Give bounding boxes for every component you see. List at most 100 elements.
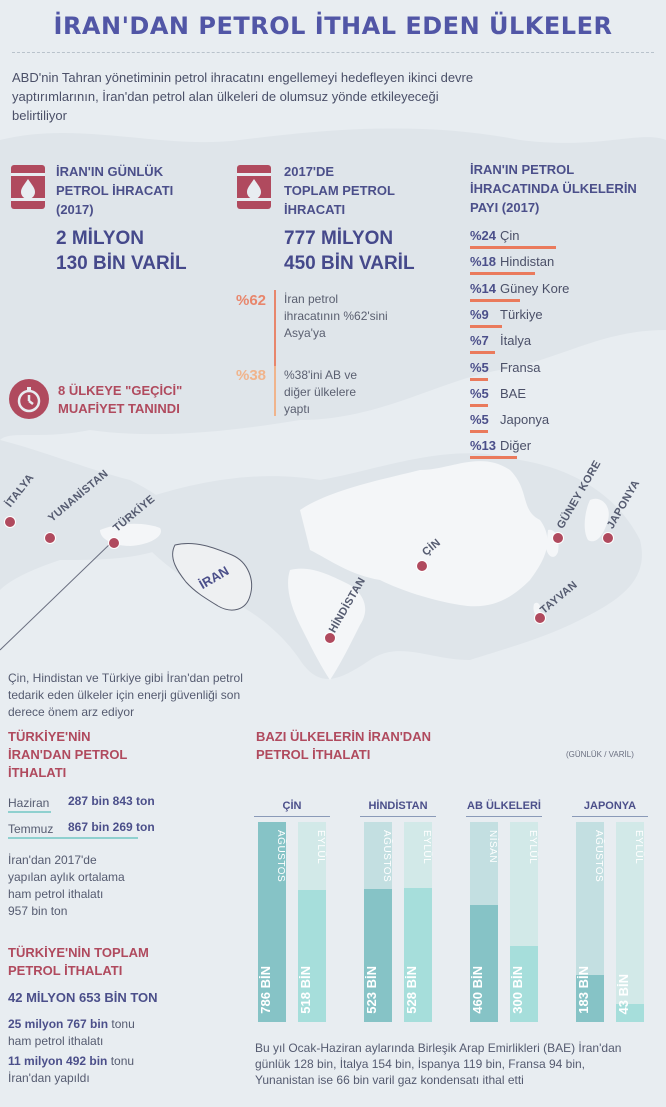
map-marker-hindistan bbox=[324, 632, 336, 644]
turkey-total-line1-rest: tonu bbox=[108, 1017, 135, 1031]
chart-bar-value: 183 BİN bbox=[576, 966, 591, 1014]
share-pct: %24 bbox=[470, 228, 497, 243]
shares-title: İRAN'IN PETROL İHRACATINDA ÜLKELERİN PAY… bbox=[470, 160, 650, 217]
chart-bar-month: AĞUSTOS bbox=[381, 830, 392, 883]
chart-group-label: HİNDİSTAN bbox=[368, 800, 428, 812]
waiver-text-1: 8 ÜLKEYE "GEÇİCİ" bbox=[58, 383, 183, 398]
share-bar bbox=[470, 377, 488, 381]
chart-group-rule bbox=[254, 816, 330, 817]
map-connector-line bbox=[0, 541, 113, 651]
map-landmass-europe bbox=[0, 440, 183, 590]
intro-text: ABD'nin Tahran yönetiminin petrol ihraca… bbox=[12, 70, 474, 123]
chart-bar-month: EYLÜL bbox=[633, 830, 644, 865]
asia-share-pct: %62 bbox=[236, 292, 267, 309]
waiver-text: 8 ÜLKEYE "GEÇİCİ" MUAFİYET TANINDI bbox=[58, 382, 182, 418]
turkey-row-bar bbox=[8, 837, 138, 839]
turkey-row-haziran: Haziran 287 bin 843 ton bbox=[8, 794, 168, 814]
share-row: %5 Fransa bbox=[470, 358, 640, 384]
chart-bar-fill bbox=[298, 890, 326, 1022]
turkey-avg-3: ham petrol ithalatı bbox=[8, 887, 104, 901]
turkey-total-line2-rest: tonu bbox=[107, 1054, 135, 1068]
chart-group-rule bbox=[360, 816, 436, 817]
share-row: %14 Güney Kore bbox=[470, 279, 640, 305]
map-marker-cin bbox=[416, 560, 428, 572]
map-marker-japonya bbox=[602, 532, 614, 544]
chart-bar: EYLÜL 43 BİN bbox=[616, 822, 644, 1022]
share-row: %24 Çin bbox=[470, 226, 640, 252]
total-export-value-2: 450 BİN VARİL bbox=[284, 253, 415, 274]
share-pct: %18 bbox=[470, 254, 497, 270]
turkey-row-value: 867 bin 269 ton bbox=[68, 820, 155, 834]
eu-share-pct: %38 bbox=[236, 367, 267, 384]
chart-group-rule bbox=[572, 816, 648, 817]
chart-group-label: ÇİN bbox=[282, 800, 302, 812]
eu-share-line bbox=[274, 366, 276, 416]
share-bar bbox=[470, 246, 556, 249]
page-title: İRAN'DAN PETROL İTHAL EDEN ÜLKELER bbox=[53, 12, 613, 40]
oil-barrel-icon bbox=[237, 165, 271, 209]
turkey-total-line2-bold: 11 milyon 492 bin bbox=[8, 1054, 108, 1068]
shares-title-3: PAYI (2017) bbox=[470, 200, 540, 215]
turkey-total-detail-2: 11 milyon 492 bin tonu İran'dan yapıldı bbox=[8, 1053, 238, 1087]
chart-bar-track bbox=[616, 822, 644, 1022]
share-bar bbox=[470, 456, 517, 460]
turkey-avg-note: İran'dan 2017'de yapılan aylık ortalama … bbox=[8, 852, 178, 920]
total-export-block: 2017'DE TOPLAM PETROL İHRACATI bbox=[284, 162, 395, 219]
turkey-total-line1-bold: 25 milyon 767 bin bbox=[8, 1017, 109, 1031]
map-marker-yunanistan bbox=[44, 532, 56, 544]
chart-bar-month: NİSAN bbox=[487, 830, 498, 864]
turkey-total-value: 42 MİLYON 653 BİN TON bbox=[8, 990, 158, 1005]
chart-bar: AĞUSTOS 183 BİN bbox=[576, 822, 604, 1022]
total-export-label-3: İHRACATI bbox=[284, 202, 346, 217]
chart-bar-value: 300 BİN bbox=[510, 966, 525, 1014]
turkey-avg-1: İran'dan 2017'de bbox=[8, 853, 97, 867]
share-bar bbox=[470, 324, 502, 328]
energy-note: Çin, Hindistan ve Türkiye gibi İran'dan … bbox=[8, 671, 243, 719]
turkey-avg-2: yapılan aylık ortalama bbox=[8, 870, 125, 884]
map-marker-tayvan bbox=[534, 612, 546, 624]
chart-bar-month: AĞUSTOS bbox=[593, 830, 604, 883]
chart-bar-month: EYLÜL bbox=[421, 830, 432, 865]
chart-bar: AĞUSTOS 523 BİN bbox=[364, 822, 392, 1022]
share-bar bbox=[470, 403, 488, 407]
asia-share-text-3: Asya'ya bbox=[284, 326, 326, 340]
share-country: Fransa bbox=[500, 359, 541, 375]
turkey-imports-title-2: İRAN'DAN PETROL bbox=[8, 747, 128, 762]
chart-group-label: AB ÜLKELERİ bbox=[467, 800, 541, 812]
turkey-row-month: Haziran bbox=[8, 796, 50, 810]
total-export-value: 777 MİLYON 450 BİN VARİL bbox=[284, 226, 415, 276]
map-japan bbox=[584, 498, 609, 542]
chart-unit: (GÜNLÜK / VARİL) bbox=[566, 750, 634, 759]
share-pct: %9 bbox=[470, 306, 489, 322]
share-pct: %7 bbox=[470, 333, 489, 349]
turkey-row-value: 287 bin 843 ton bbox=[68, 794, 155, 808]
asia-share-text-2: ihracatının %62'sini bbox=[284, 309, 388, 323]
chart-bar-fill bbox=[470, 905, 498, 1022]
share-row: %5 BAE bbox=[470, 384, 640, 410]
share-bar bbox=[470, 298, 520, 302]
turkey-total-line2-b: İran'dan yapıldı bbox=[8, 1071, 90, 1085]
share-country: Çin bbox=[500, 228, 520, 243]
asia-share-text-1: İran petrol bbox=[284, 292, 339, 306]
share-country: Diğer bbox=[500, 438, 532, 454]
chart-title-text: BAZI ÜLKELERİN İRAN'DAN PETROL İTHALATI bbox=[256, 729, 431, 762]
turkey-row-month: Temmuz bbox=[8, 822, 54, 836]
eu-share-text: %38'ini AB ve diğer ülkelere yaptı bbox=[284, 367, 357, 418]
turkey-avg-4: 957 bin ton bbox=[8, 904, 68, 918]
asia-share-text: İran petrol ihracatının %62'sini Asya'ya bbox=[284, 291, 388, 342]
turkey-total-line1-b: ham petrol ithalatı bbox=[8, 1034, 104, 1048]
share-row: %9 Türkiye bbox=[470, 305, 640, 331]
stopwatch-icon bbox=[9, 379, 49, 419]
share-country: Hindistan bbox=[500, 254, 555, 270]
share-country: BAE bbox=[500, 385, 527, 401]
map-marker-guney-kore bbox=[552, 532, 564, 544]
share-row: %7 İtalya bbox=[470, 331, 640, 357]
map-india bbox=[288, 568, 366, 680]
share-row: %18 Hindistan bbox=[470, 252, 640, 278]
chart-bar-value: 523 BİN bbox=[364, 966, 379, 1014]
turkey-total-title-1: TÜRKİYE'NİN TOPLAM bbox=[8, 945, 149, 960]
daily-export-value-1: 2 MİLYON bbox=[56, 228, 144, 249]
share-pct: %5 bbox=[470, 412, 489, 428]
turkey-total-title-2: PETROL İTHALATI bbox=[8, 963, 123, 978]
